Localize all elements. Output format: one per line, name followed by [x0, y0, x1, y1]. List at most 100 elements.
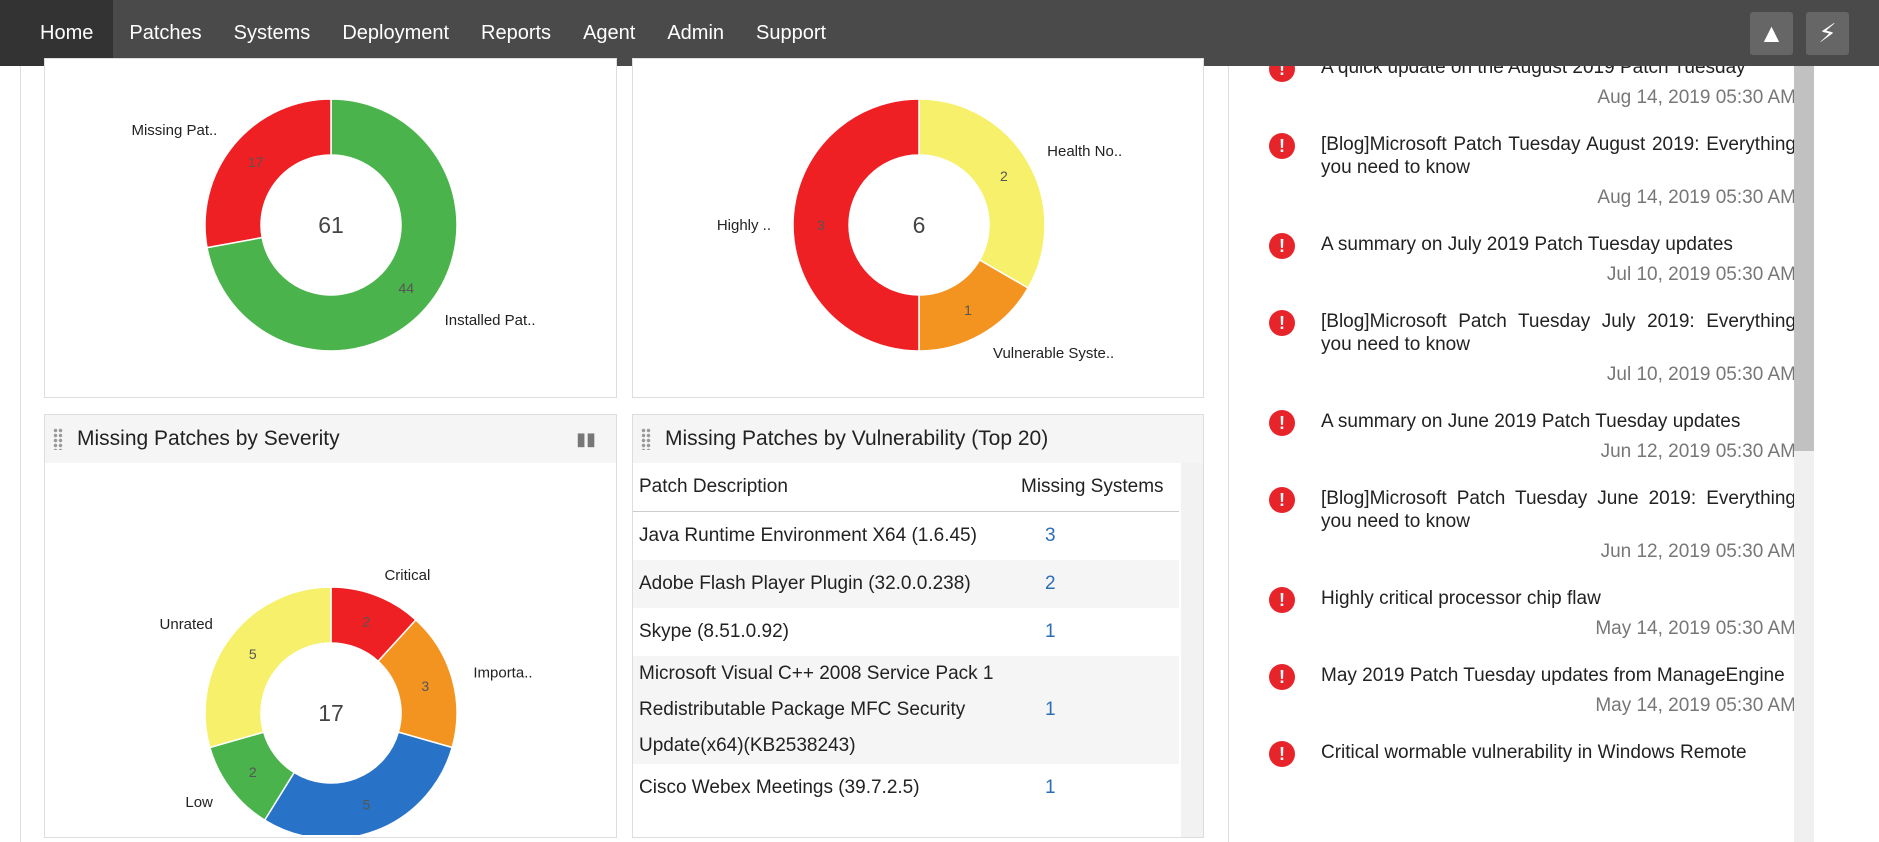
nav-item[interactable]: Systems: [233, 22, 311, 44]
news-date: Jun 12, 2019 05:30 AM: [1600, 541, 1796, 562]
news-date: Jun 12, 2019 05:30 AM: [1600, 441, 1796, 462]
table-row: Java Runtime Environment X64 (1.6.45) 3: [633, 512, 1179, 561]
rocket-button[interactable]: ▲: [1750, 12, 1793, 55]
chart-toggle[interactable]: ▮▮: [576, 428, 596, 449]
table-row: Adobe Flash Player Plugin (32.0.0.238) 2: [633, 560, 1179, 608]
nav-item[interactable]: Admin: [667, 22, 725, 44]
value-label: 17: [248, 154, 264, 170]
nav-item[interactable]: Deployment: [342, 22, 450, 44]
value-label: 44: [398, 280, 414, 296]
scrollbar[interactable]: [1181, 463, 1203, 837]
donut-segment: [263, 731, 454, 840]
news-date: May 14, 2019 05:30 AM: [1595, 618, 1796, 639]
page-border: [20, 66, 21, 842]
patch-panel: 44 Installed Pat.. 17 Missing Pat.. 61: [44, 58, 617, 398]
missing-count[interactable]: 2: [1045, 573, 1056, 594]
news-date: Aug 14, 2019 05:30 AM: [1597, 187, 1796, 208]
alert-icon: !: [1269, 133, 1295, 159]
donut-segment: [204, 98, 332, 249]
news-title[interactable]: A quick update on the August 2019 Patch …: [1321, 66, 1746, 78]
table: Patch Description Missing Systems Java Run…: [633, 463, 1179, 812]
column-header: Patch Description: [639, 476, 788, 497]
nav-item[interactable]: Support: [756, 22, 827, 44]
patch-name: Microsoft Visual C++ 2008 Service Pack 1…: [639, 663, 994, 756]
news-title[interactable]: A summary on June 2019 Patch Tuesday upd…: [1321, 411, 1741, 432]
donut-chart: 44 Installed Pat.. 17 Missing Pat.. 61: [131, 98, 536, 352]
value-label: 3: [817, 217, 825, 233]
news-date: Jul 10, 2019 05:30 AM: [1606, 364, 1796, 385]
news-date: Jul 10, 2019 05:30 AM: [1606, 264, 1796, 285]
donut-segment: [918, 98, 1046, 290]
news-item: ! Highly critical processor chip flaw May …: [1229, 587, 1814, 640]
news-item: ! [Blog]Microsoft Patch Tuesday August 20…: [1229, 133, 1814, 209]
segment-label: Highly ..: [717, 217, 771, 234]
donut-segment: [206, 98, 458, 352]
value-label: 5: [249, 646, 257, 662]
panel-title: Missing Patches by Severity: [77, 427, 340, 450]
donut-chart: 2 Health No.. 1 Vulnerable Syste.. 3 Highly .…: [717, 98, 1122, 362]
column-header: Missing Systems: [1021, 476, 1164, 497]
scrollbar[interactable]: [1794, 66, 1814, 842]
system-health-panel: 2 Health No.. 1 Vulnerable Syste.. 3 Highly .…: [632, 58, 1204, 398]
news-title[interactable]: Critical wormable vulnerability in Windo…: [1321, 742, 1747, 763]
severity-panel: Missing Patches by Severity ▮▮ 2 Critical…: [44, 414, 617, 840]
center-total: 17: [318, 700, 344, 726]
missing-count[interactable]: 1: [1045, 777, 1056, 798]
news-title[interactable]: [Blog]Microsoft Patch Tuesday June 2019:…: [1321, 488, 1796, 532]
quick-action-button[interactable]: ⚡: [1806, 12, 1849, 55]
nav-item[interactable]: Home: [0, 0, 114, 66]
news-date: May 14, 2019 05:30 AM: [1595, 695, 1796, 716]
center-total: 6: [913, 212, 926, 238]
news-title[interactable]: [Blog]Microsoft Patch Tuesday July 2019:…: [1321, 311, 1796, 355]
alert-icon: !: [1269, 587, 1295, 613]
news-title[interactable]: Highly critical processor chip flaw: [1321, 588, 1601, 609]
table-row: Skype (8.51.0.92) 1: [633, 608, 1179, 656]
vulnerability-panel: Missing Patches by Vulnerability (Top 20…: [632, 414, 1204, 838]
panel-header: Missing Patches by Severity ▮▮: [45, 415, 616, 463]
missing-count[interactable]: 1: [1045, 699, 1056, 720]
missing-count[interactable]: 1: [1045, 621, 1056, 642]
panel-title: Missing Patches by Vulnerability (Top 20…: [665, 427, 1049, 450]
patch-name: Java Runtime Environment X64 (1.6.45): [639, 525, 977, 546]
table-row: Cisco Webex Meetings (39.7.2.5) 1: [633, 764, 1179, 812]
segment-label: Health No..: [1047, 143, 1122, 160]
donut-chart: 2Critical3Importa..5Moderate2Low5Unrated…: [160, 567, 533, 840]
news-date: Aug 14, 2019 05:30 AM: [1597, 87, 1796, 108]
value-label: 3: [421, 678, 429, 694]
value-label: 5: [363, 796, 371, 812]
patch-name: Skype (8.51.0.92): [639, 621, 789, 642]
value-label: 1: [964, 302, 972, 318]
missing-count[interactable]: 3: [1045, 525, 1056, 546]
alert-icon: !: [1269, 310, 1295, 336]
value-label: 2: [1000, 168, 1008, 184]
value-label: 2: [249, 764, 257, 780]
nav-item[interactable]: Reports: [481, 22, 552, 44]
alert-icon: !: [1269, 741, 1295, 767]
news-title[interactable]: May 2019 Patch Tuesday updates from Mana…: [1321, 665, 1785, 686]
header-row: Patch Description Missing Systems: [633, 463, 1179, 512]
table-row: Microsoft Visual C++ 2008 Service Pack 1…: [633, 656, 1179, 764]
news-item: ! Critical wormable vulnerability in Wind…: [1229, 741, 1814, 767]
segment-label: Critical: [384, 567, 430, 584]
news-item: ! [Blog]Microsoft Patch Tuesday July 2019…: [1229, 310, 1814, 386]
segment-label: Importa..: [473, 664, 532, 681]
alert-icon: !: [1269, 66, 1295, 82]
segment-label: Installed Pat..: [445, 312, 536, 329]
segment-label: Low: [185, 794, 213, 811]
panel-header: Missing Patches by Vulnerability (Top 20…: [633, 415, 1203, 463]
center-total: 61: [318, 212, 344, 238]
segment-label: Missing Pat..: [131, 122, 217, 139]
alert-icon: !: [1269, 233, 1295, 259]
news-feed: ! A quick update on the August 2019 Patch…: [1228, 66, 1814, 842]
nav-item[interactable]: Agent: [583, 22, 636, 44]
news-title[interactable]: [Blog]Microsoft Patch Tuesday August 201…: [1321, 134, 1796, 178]
donut-segment: [204, 586, 332, 749]
segment-label: Unrated: [160, 616, 213, 633]
segment-label: Vulnerable Syste..: [993, 345, 1114, 362]
news-item: ! May 2019 Patch Tuesday updates from Man…: [1229, 664, 1814, 717]
alert-icon: !: [1269, 487, 1295, 513]
nav-item[interactable]: Patches: [129, 22, 202, 44]
news-title[interactable]: A summary on July 2019 Patch Tuesday upd…: [1321, 234, 1733, 255]
patch-name: Cisco Webex Meetings (39.7.2.5): [639, 777, 920, 798]
